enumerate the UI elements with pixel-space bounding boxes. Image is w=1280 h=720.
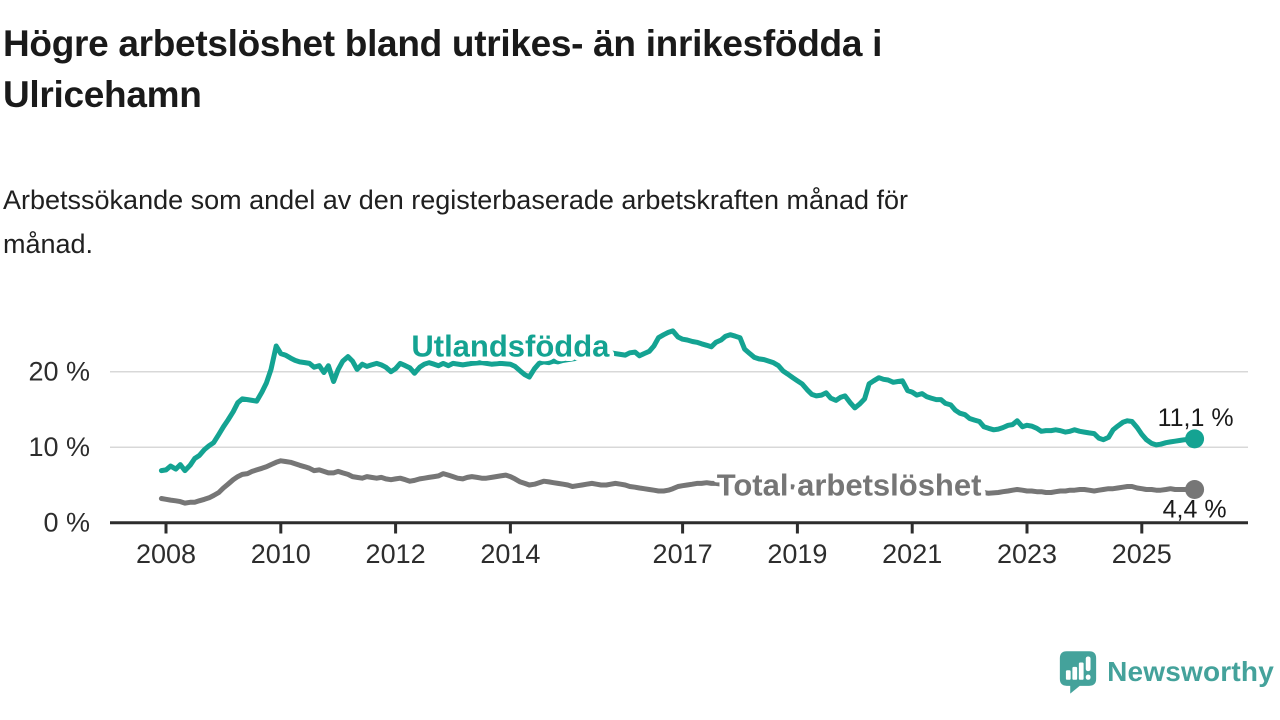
end-value-label-total-arbetsl-shet: 4,4 % bbox=[1163, 496, 1227, 524]
series-label-utlandsf-dda: Utlandsfödda bbox=[411, 329, 610, 364]
x-axis-label-2008: 2008 bbox=[136, 539, 196, 569]
newsworthy-wordmark: Newsworthy bbox=[1107, 656, 1274, 687]
x-axis-label-2023: 2023 bbox=[997, 539, 1057, 569]
series-end-dot-utlandsf-dda bbox=[1185, 429, 1205, 449]
x-axis-label-2010: 2010 bbox=[251, 539, 311, 569]
x-axis-label-2025: 2025 bbox=[1112, 539, 1172, 569]
x-axis-label-2014: 2014 bbox=[480, 539, 540, 569]
end-value-label-utlandsf-dda: 11,1 % bbox=[1158, 404, 1234, 432]
newsworthy-chart-bubble-icon bbox=[1059, 651, 1097, 694]
newsworthy-logo: Newsworthy bbox=[1059, 650, 1274, 694]
x-axis-label-2019: 2019 bbox=[767, 539, 827, 569]
series-line-total-arbetsl-shet bbox=[158, 458, 1198, 506]
y-axis-label-10: 10 % bbox=[28, 432, 90, 462]
series-label-total-arbetsl-shet: Total arbetslöshet bbox=[717, 468, 982, 503]
series-end-dot-total-arbetsl-shet bbox=[1185, 480, 1205, 499]
x-axis-label-2017: 2017 bbox=[653, 539, 713, 569]
y-axis-label-20: 20 % bbox=[28, 357, 90, 387]
chart-subtitle: Arbetssökande som andel av den registerb… bbox=[3, 185, 909, 260]
series-line-utlandsf-dda bbox=[158, 328, 1198, 474]
chart-title: Högre arbetslöshet bland utrikes- än inr… bbox=[3, 23, 883, 116]
x-axis-label-2021: 2021 bbox=[882, 539, 942, 569]
x-axis-label-2012: 2012 bbox=[366, 539, 426, 569]
y-axis-label-0: 0 % bbox=[43, 508, 90, 538]
